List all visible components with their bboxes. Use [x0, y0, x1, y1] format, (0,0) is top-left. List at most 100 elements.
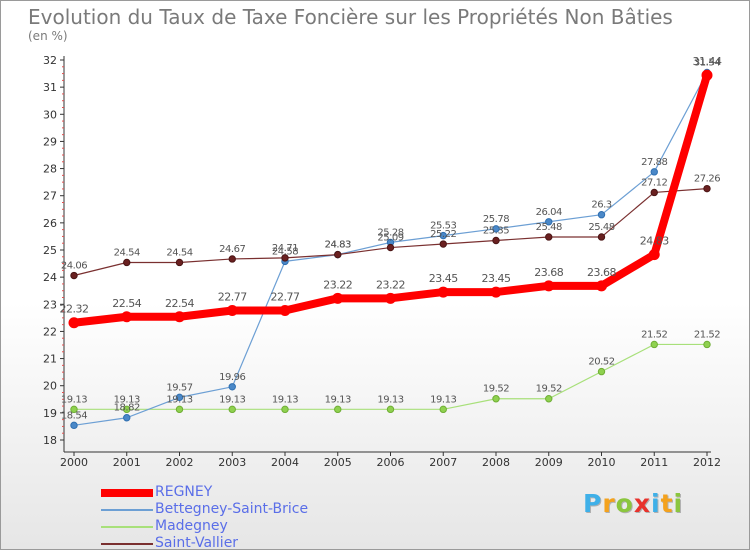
data-label: 23.45: [482, 272, 511, 285]
data-label: 25.78: [483, 214, 509, 225]
data-label: 31.44: [693, 55, 722, 68]
data-label: 27.12: [641, 177, 667, 188]
data-point: [70, 421, 78, 430]
data-label: 22.77: [271, 291, 300, 304]
data-label: 25.48: [536, 222, 562, 233]
y-tick-label: 27: [43, 190, 57, 203]
data-point: [281, 254, 289, 262]
x-tick-label: 2000: [60, 456, 88, 469]
data-point: [703, 184, 711, 193]
logo-letter: i: [651, 489, 661, 518]
y-tick-label: 21: [43, 353, 57, 366]
logo-letter: o: [615, 489, 634, 518]
data-label: 22.54: [165, 297, 194, 310]
data-label: 21.52: [694, 329, 720, 340]
data-point: [596, 280, 607, 292]
data-label: 26.3: [591, 200, 611, 211]
data-point: [386, 243, 395, 252]
data-point: [174, 311, 185, 323]
x-tick-label: 2004: [271, 456, 299, 469]
logo-letter: i: [673, 489, 684, 518]
legend-label: Madegney: [155, 518, 228, 534]
x-tick-label: 2006: [377, 456, 405, 469]
y-tick-label: 26: [43, 217, 57, 230]
proxiti-logo: Proxiti: [583, 489, 683, 518]
data-point: [545, 233, 553, 241]
data-point: [175, 393, 184, 402]
data-label: 20.52: [588, 357, 614, 368]
data-label: 25.28: [377, 227, 403, 238]
x-tick-label: 2010: [588, 456, 616, 469]
data-point: [70, 405, 78, 414]
data-point: [123, 405, 131, 414]
data-label: 23.22: [323, 278, 352, 291]
y-axis-label: (en %): [28, 29, 68, 43]
x-tick-label: 2012: [693, 456, 721, 469]
data-label: 25.09: [377, 233, 403, 244]
y-tick-label: 32: [43, 54, 57, 67]
legend-label: Bettegney-Saint-Brice: [155, 501, 309, 517]
data-label: 25.22: [430, 229, 456, 240]
data-label: 27.26: [694, 174, 720, 185]
data-point: [279, 305, 291, 317]
data-point: [332, 292, 344, 304]
logo-letter: r: [602, 489, 616, 518]
data-point: [492, 236, 500, 245]
data-point: [386, 405, 395, 414]
data-label: 27.88: [641, 157, 667, 168]
logo-letter: x: [633, 489, 651, 518]
data-label: 18.54: [61, 410, 87, 421]
logo-letter: P: [583, 489, 603, 518]
data-point: [228, 255, 236, 263]
y-tick-label: 28: [43, 163, 57, 176]
x-tick-label: 2002: [166, 456, 194, 469]
axes: 18 19 20 21 22 23 24 25 26 27 28 29 30 31 32 2000 2001 20…: [43, 54, 721, 469]
data-label: 24.71: [272, 243, 298, 254]
data-point: [490, 286, 502, 298]
y-tick-label: 22: [43, 325, 57, 338]
data-label: 19.57: [166, 382, 192, 393]
legend-swatch: [101, 489, 153, 497]
data-point: [70, 271, 78, 280]
y-tick-label: 30: [43, 108, 57, 121]
data-point: [334, 405, 342, 414]
data-label: 26.04: [536, 207, 562, 218]
y-tick-label: 25: [43, 244, 57, 257]
data-point: [281, 405, 289, 414]
data-point: [597, 233, 606, 241]
data-point: [597, 367, 606, 376]
data-point: [228, 383, 236, 391]
data-point: [439, 231, 447, 240]
legend-swatch: [101, 509, 153, 511]
x-tick-label: 2003: [218, 456, 246, 469]
data-label: 19.13: [430, 394, 456, 405]
data-label: 19.13: [219, 394, 245, 405]
data-label: 24.54: [166, 247, 192, 258]
data-point: [175, 405, 184, 414]
data-label: 19.13: [166, 394, 192, 405]
data-point: [650, 168, 658, 176]
data-label: 19.52: [483, 384, 509, 395]
data-labels-layer: 19.13 19.13 19.13 19.13 19.13 19.13 19.13 19.13…: [60, 55, 723, 421]
data-point: [175, 258, 184, 267]
data-point: [650, 340, 658, 349]
data-label: 19.96: [219, 372, 245, 383]
data-label: 24.06: [61, 261, 87, 272]
data-point: [597, 211, 606, 219]
data-point: [650, 188, 658, 197]
data-label: 31.54: [694, 57, 720, 68]
x-tick-label: 2005: [324, 456, 352, 469]
data-point: [545, 395, 553, 403]
series-layer: [68, 68, 713, 430]
data-label: 23.45: [429, 272, 458, 285]
x-tick-label: 2007: [429, 456, 457, 469]
data-label: 19.13: [377, 394, 403, 405]
data-point: [701, 69, 713, 81]
y-tick-label: 23: [43, 298, 57, 311]
data-point: [226, 305, 238, 317]
data-label: 24.83: [325, 240, 351, 251]
data-label: 19.52: [536, 384, 562, 395]
data-point: [439, 405, 447, 414]
data-label: 18.82: [114, 403, 140, 414]
